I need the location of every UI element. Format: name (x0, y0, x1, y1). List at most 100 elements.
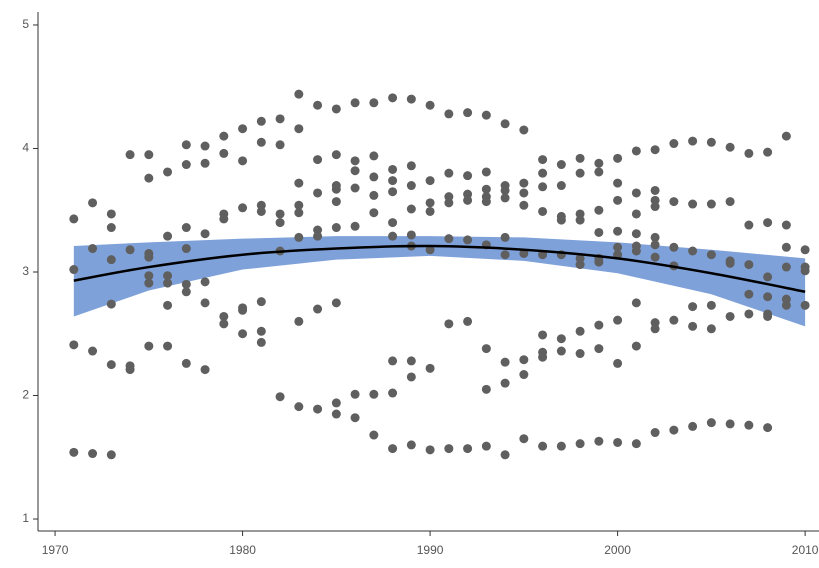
point (650, 240, 660, 250)
point (500, 193, 510, 203)
point (725, 258, 735, 268)
point (163, 271, 173, 281)
point (650, 232, 660, 242)
point (388, 356, 398, 366)
point (500, 119, 510, 129)
point (650, 252, 660, 262)
point (256, 326, 266, 336)
point (444, 234, 454, 244)
point (369, 151, 379, 161)
point (463, 316, 473, 326)
point (519, 355, 529, 365)
y-tick-label: 2 (22, 388, 29, 402)
point (313, 188, 323, 198)
point (125, 245, 135, 255)
point (631, 229, 641, 239)
point (631, 146, 641, 156)
point (744, 148, 754, 158)
point (500, 185, 510, 195)
point (200, 141, 210, 151)
point (500, 357, 510, 367)
point (425, 445, 435, 455)
point (313, 304, 323, 314)
point (369, 389, 379, 399)
point (294, 89, 304, 99)
point (631, 298, 641, 308)
point (781, 242, 791, 252)
point (650, 202, 660, 212)
point (313, 155, 323, 165)
point (463, 195, 473, 205)
point (313, 231, 323, 241)
fit-line (73, 244, 806, 293)
x-tick-label: 2010 (792, 543, 819, 557)
point (350, 183, 360, 193)
point (763, 311, 773, 321)
point (538, 441, 548, 451)
point (725, 419, 735, 429)
point (425, 100, 435, 110)
point (88, 244, 98, 254)
point (613, 358, 623, 368)
point (106, 360, 116, 370)
point (294, 124, 304, 134)
point (744, 289, 754, 299)
point (425, 198, 435, 208)
point (388, 93, 398, 103)
point (538, 352, 548, 362)
point (500, 250, 510, 260)
point (369, 208, 379, 218)
point (163, 167, 173, 177)
point (181, 140, 191, 150)
point (144, 173, 154, 183)
point (556, 181, 566, 191)
point (256, 297, 266, 307)
point (688, 199, 698, 209)
point (313, 100, 323, 110)
point (444, 198, 454, 208)
point (706, 250, 716, 260)
point (481, 110, 491, 120)
point (725, 142, 735, 152)
point (763, 218, 773, 228)
point (350, 166, 360, 176)
point (181, 223, 191, 233)
y-tick-label: 3 (22, 264, 29, 278)
point (256, 200, 266, 210)
point (331, 298, 341, 308)
point (688, 246, 698, 256)
point (706, 137, 716, 147)
point (69, 447, 79, 457)
point (538, 182, 548, 192)
point (519, 188, 529, 198)
point (144, 271, 154, 281)
point (425, 245, 435, 255)
point (613, 242, 623, 252)
point (106, 223, 116, 233)
point (613, 437, 623, 447)
point (238, 305, 248, 315)
point (463, 189, 473, 199)
x-tick-label: 1980 (229, 543, 256, 557)
point (331, 398, 341, 408)
point (688, 136, 698, 146)
point (238, 156, 248, 166)
point (575, 439, 585, 449)
point (594, 320, 604, 330)
point (575, 326, 585, 336)
point (88, 346, 98, 356)
point (650, 324, 660, 334)
point (369, 190, 379, 200)
point (256, 206, 266, 216)
point (481, 197, 491, 207)
point (350, 98, 360, 108)
point (369, 172, 379, 182)
point (519, 178, 529, 188)
point (313, 225, 323, 235)
point (106, 209, 116, 219)
point (613, 226, 623, 236)
point (538, 168, 548, 178)
point (781, 131, 791, 141)
point (88, 449, 98, 459)
